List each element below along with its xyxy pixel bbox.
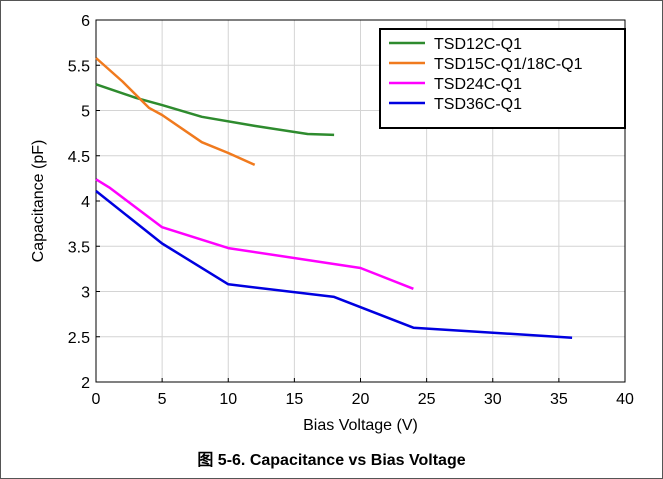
x-axis-label: Bias Voltage (V) [303, 417, 418, 434]
x-tick-label: 5 [158, 391, 167, 408]
legend-label: TSD36C-Q1 [434, 96, 522, 113]
capacitance-chart: 0 5 10 15 20 25 30 35 40 2 2.5 3 3.5 4 4.5 5 5.5 6 Bias Vo… [30, 13, 634, 434]
figure-caption: 图 5-6. Capacitance vs Bias Voltage [197, 452, 466, 469]
x-tick-label: 15 [285, 391, 303, 408]
y-tick-label: 6 [81, 13, 90, 30]
x-tick-label: 0 [92, 391, 101, 408]
y-tick-label: 5.5 [68, 58, 90, 75]
series-line [95, 190, 573, 339]
x-tick-label: 20 [352, 391, 370, 408]
x-tick-label: 35 [550, 391, 568, 408]
x-tick-label: 25 [418, 391, 436, 408]
y-tick-label: 2 [81, 375, 90, 392]
y-tick-label: 2.5 [68, 330, 90, 347]
y-tick-label: 5 [81, 104, 90, 121]
x-tick-label: 10 [219, 391, 237, 408]
series-line [95, 178, 414, 290]
y-tick-label: 3 [81, 285, 90, 302]
legend-box [379, 28, 626, 129]
y-tick-label: 4.5 [68, 149, 90, 166]
x-tick-label: 30 [484, 391, 502, 408]
series-line [95, 57, 256, 166]
legend-label: TSD24C-Q1 [434, 76, 522, 93]
y-axis-label: Capacitance (pF) [30, 140, 47, 263]
series-line [95, 83, 335, 137]
legend-label: TSD12C-Q1 [434, 36, 522, 53]
legend-label: TSD15C-Q1/18C-Q1 [434, 56, 583, 73]
x-tick-label: 40 [616, 391, 634, 408]
y-tick-label: 4 [81, 194, 90, 211]
y-tick-label: 3.5 [68, 239, 90, 256]
